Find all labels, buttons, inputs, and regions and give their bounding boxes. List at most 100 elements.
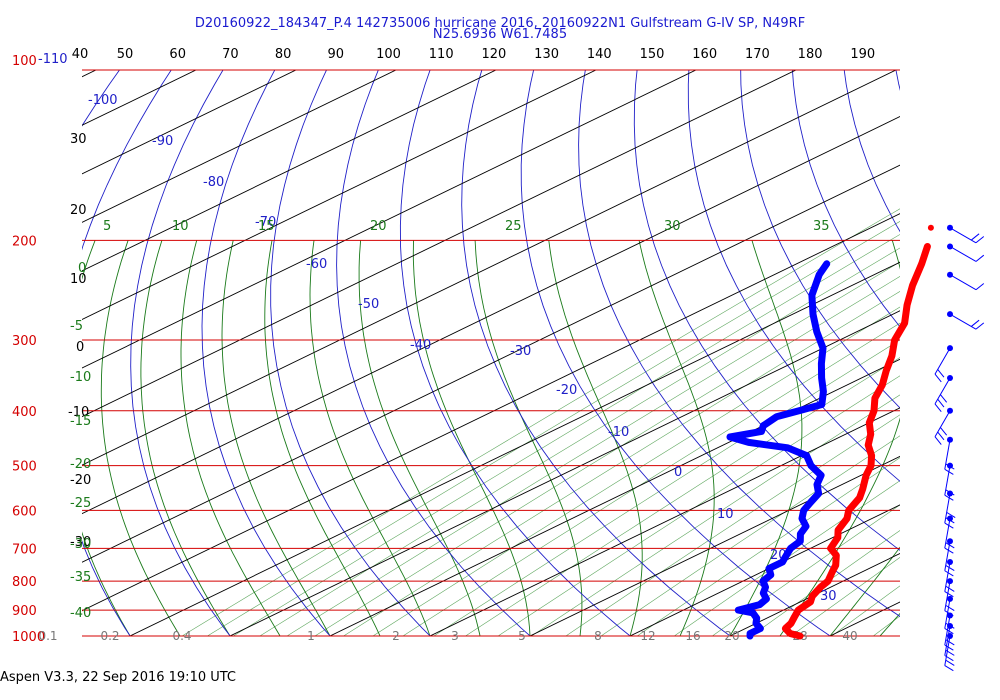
wind-barb bbox=[944, 515, 955, 554]
mixing-ratio-line bbox=[790, 557, 900, 636]
dry-adiabat-label: -50 bbox=[358, 297, 379, 312]
wind-barb bbox=[947, 243, 985, 262]
top-axis-label: 190 bbox=[850, 47, 875, 62]
wind-barb bbox=[944, 558, 955, 598]
mixing-ratio-label: 16 bbox=[685, 629, 700, 643]
isotherm-line bbox=[628, 504, 900, 636]
moist-adiabat-label: -5 bbox=[70, 319, 83, 334]
mixing-ratio-label: 3 bbox=[451, 629, 459, 643]
dry-adiabat-line bbox=[791, 70, 900, 328]
isotherm-line bbox=[82, 164, 900, 563]
pressure-label: 1000 bbox=[12, 630, 45, 645]
mixing-ratio-label: 40 bbox=[842, 629, 857, 643]
moist-adiabat-line bbox=[779, 240, 900, 636]
moist-adiabat-label: 5 bbox=[103, 219, 111, 234]
mixing-ratio-line bbox=[232, 234, 900, 636]
top-axis-label: 80 bbox=[275, 47, 292, 62]
temperature-trace bbox=[781, 243, 931, 640]
dry-adiabat-line bbox=[461, 70, 731, 636]
dry-adiabat-line bbox=[633, 70, 900, 551]
top-axis-label: 40 bbox=[72, 47, 89, 62]
isotherm-label: -10 bbox=[68, 405, 89, 420]
temperature-isolated-point bbox=[927, 224, 934, 231]
dry-adiabat-label: 30 bbox=[820, 589, 837, 604]
plot-area bbox=[82, 44, 1000, 648]
top-axis-label: 100 bbox=[376, 47, 401, 62]
top-left-label: -110 bbox=[38, 52, 68, 67]
pressure-label: 100 bbox=[12, 54, 37, 69]
wind-barb bbox=[947, 271, 985, 291]
isotherm-line bbox=[82, 70, 897, 466]
mixing-ratio-label: 5 bbox=[518, 629, 526, 643]
moist-adiabat-label: -25 bbox=[70, 496, 91, 511]
top-axis-label: 170 bbox=[745, 47, 770, 62]
mixing-ratio-line bbox=[872, 615, 900, 636]
dry-adiabat-line bbox=[740, 70, 900, 409]
pressure-label: 200 bbox=[12, 234, 37, 249]
isotherm-line bbox=[82, 70, 397, 223]
mixing-ratio-line bbox=[600, 435, 900, 636]
chart-title-line1: D20160922_184347_P.4 142735006 hurricane… bbox=[194, 16, 806, 31]
dry-adiabat-line bbox=[82, 70, 172, 636]
isotherm-line bbox=[528, 455, 900, 636]
mixing-ratio-label: 8 bbox=[594, 629, 602, 643]
isotherm-label: -30 bbox=[70, 535, 91, 550]
moist-adiabat-line bbox=[548, 240, 643, 636]
wind-barb bbox=[947, 311, 985, 330]
moist-adiabat-label: -10 bbox=[70, 370, 91, 385]
moist-adiabat-line bbox=[919, 240, 1000, 648]
wind-barb bbox=[944, 633, 955, 672]
isotherm-line bbox=[82, 70, 797, 418]
wind-barb bbox=[934, 374, 953, 413]
mixing-ratio-line bbox=[314, 276, 900, 636]
mixing-ratio-line bbox=[531, 394, 900, 636]
mixing-ratio-label: 12 bbox=[640, 629, 655, 643]
mixing-ratio-line bbox=[711, 504, 900, 636]
mixing-ratio-line bbox=[831, 585, 900, 636]
moist-adiabat-line bbox=[474, 240, 583, 636]
mixing-ratio-line bbox=[286, 261, 900, 636]
moist-adiabat-label: 0 bbox=[78, 261, 86, 276]
mixing-ratio-line bbox=[636, 457, 900, 636]
mixing-ratio-line bbox=[465, 357, 900, 636]
pressure-label: 600 bbox=[12, 504, 37, 519]
isotherm-line bbox=[82, 70, 697, 369]
top-axis-label: 90 bbox=[328, 47, 345, 62]
dry-adiabat-line bbox=[270, 70, 431, 636]
dry-adiabat-label: -80 bbox=[203, 175, 224, 190]
moist-adiabat-line bbox=[358, 240, 481, 636]
isotherm-line bbox=[328, 358, 900, 636]
top-axis-label: 110 bbox=[429, 47, 454, 62]
moist-adiabat-label: -30 bbox=[70, 537, 91, 552]
dry-adiabat-line bbox=[687, 70, 900, 482]
moist-adiabat-line bbox=[221, 240, 331, 636]
isotherm-line bbox=[905, 44, 1000, 648]
top-axis-label: 50 bbox=[117, 47, 134, 62]
moist-adiabat-label: 20 bbox=[370, 219, 387, 234]
moist-adiabat-line bbox=[879, 612, 900, 636]
isotherm-line bbox=[728, 552, 900, 636]
moist-adiabat-label: 15 bbox=[258, 219, 275, 234]
dry-adiabat-label: -60 bbox=[306, 257, 327, 272]
isotherm-line bbox=[82, 70, 197, 126]
isotherm-label: 10 bbox=[70, 272, 87, 287]
mixing-ratio-line bbox=[259, 247, 900, 636]
moist-adiabat-line bbox=[82, 240, 131, 636]
moist-adiabat-label: 10 bbox=[172, 219, 189, 234]
dry-adiabat-label: -70 bbox=[255, 215, 276, 230]
moist-adiabat-label: -40 bbox=[70, 606, 91, 621]
moist-adiabat-line bbox=[180, 240, 281, 636]
isotherm-line bbox=[228, 310, 900, 636]
dewpoint-trace bbox=[726, 260, 831, 640]
dry-adiabat-label: -10 bbox=[608, 425, 629, 440]
isotherm-label: 30 bbox=[70, 132, 87, 147]
moist-adiabat-line bbox=[309, 240, 431, 636]
top-axis-label: 150 bbox=[640, 47, 665, 62]
dry-adiabat-label: -20 bbox=[556, 383, 577, 398]
dry-adiabat-label: -40 bbox=[410, 338, 431, 353]
moist-adiabat-label: -15 bbox=[70, 414, 91, 429]
footer-timestamp: Aspen V3.3, 22 Sep 2016 19:10 UTC bbox=[0, 670, 237, 685]
dry-adiabat-label: 0 bbox=[674, 465, 682, 480]
dry-adiabat-label: -90 bbox=[152, 134, 173, 149]
